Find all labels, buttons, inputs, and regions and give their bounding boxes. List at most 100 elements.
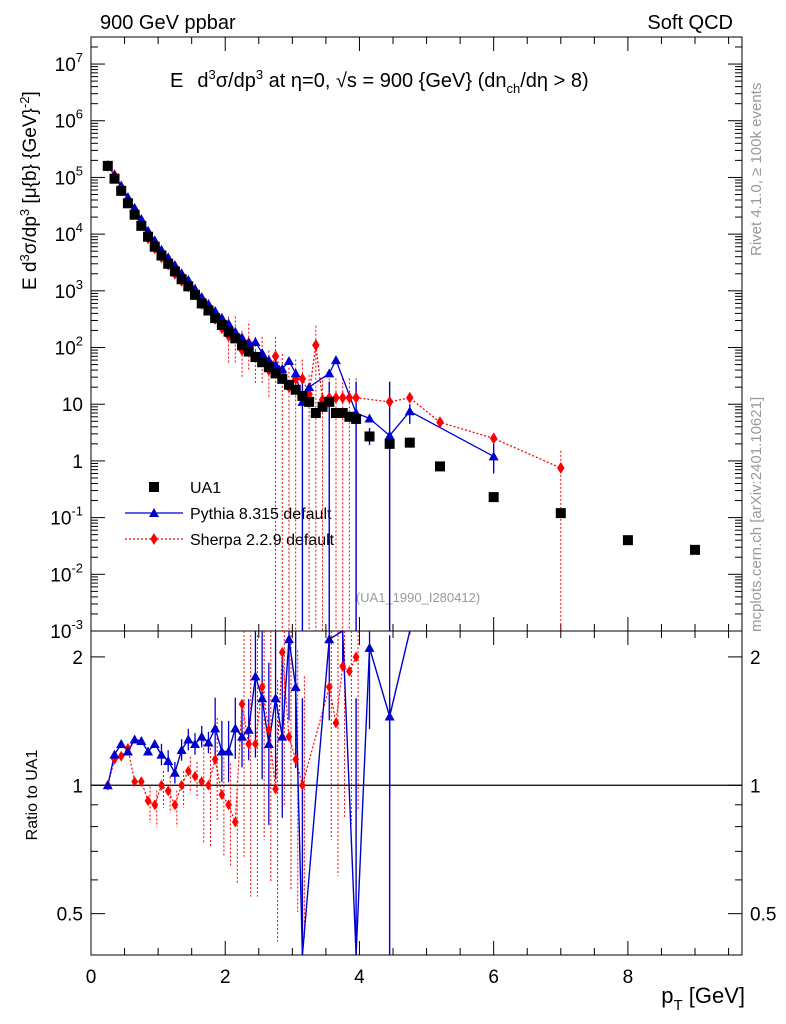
ua1-data-point [129,209,140,220]
x-axis-label: pT [GeV] [661,983,745,1014]
sherpa-ratio-point [332,717,340,729]
ua1-data-point [169,266,180,277]
ua1-data-point [297,390,308,401]
title-energy: s = 900 {GeV} (dn [347,70,507,92]
ua1-data-point [230,333,241,344]
pythia-ratio-point [250,671,261,681]
y-tick-label-main: 103 [55,277,83,303]
pythia-point [330,355,341,365]
ua1-data-point [136,220,147,231]
pythia-point [384,430,395,440]
y-tick-label-main: 10-1 [50,504,83,530]
sherpa-point [489,432,498,445]
sherpa-point [406,391,414,404]
title-exp: 3 [208,67,215,82]
pythia-ratio-point [149,738,160,748]
sherpa-point [298,372,307,385]
sherpa-point [557,461,565,474]
sherpa-point [345,391,354,404]
pythia-point [290,368,301,378]
y-tick-label-main: 10 [62,395,83,416]
pythia-ratio-point [122,746,133,756]
sherpa-ratio-point [238,698,246,710]
header-left: 900 GeV ppbar [100,12,236,34]
y-tick-label-main: 104 [55,220,83,246]
pythia-ratio-point [176,744,187,754]
sherpa-ratio-line [107,652,357,823]
sherpa-ratio-point [191,770,199,782]
main-ylabel: E d3σ/dp3 [μ{b} {GeV}-2] [17,91,41,290]
y-tick-label-ratio-right: 1 [750,776,761,797]
sherpa-ratio-point [171,799,179,811]
pythia-ratio-point [183,734,194,744]
title-sigma: σ/dp [216,70,256,92]
title-exp2: 3 [256,67,263,82]
title-lhs: E [170,70,183,92]
ua1-data-point [216,319,227,330]
rivet-version-label: Rivet 4.1.0, ≥ 100k events [748,83,765,256]
pythia-point [250,337,261,347]
ua1-data-point [324,396,335,407]
ua1-data-point [183,281,194,292]
sherpa-ratio-point [184,765,192,777]
sherpa-ratio-point [131,776,138,788]
sherpa-point [271,350,280,363]
ua1-data-point [263,362,274,373]
y-tick-label-main: 106 [55,107,83,133]
y-tick-label-main: 102 [55,334,83,360]
pythia-ratio-point [203,737,214,747]
title-sqrt: √ [336,70,347,92]
y-tick-label-main: 105 [55,163,83,189]
source-label: mcplots.cern.ch [arXiv:2401.10621] [748,397,765,632]
ua1-data-point [434,461,445,472]
ylabel-c: [μ{b} {GeV} [20,108,41,209]
ua1-data-point [237,340,248,351]
ua1-data-point [109,173,120,184]
sherpa-ratio-point [198,776,206,788]
ua1-data-point [488,492,499,503]
legend-marker-pythia [149,508,159,517]
y-tick-label-ratio: 2 [72,648,83,669]
ratio-ylabel: Ratio to UA1 [24,750,41,841]
sherpa-ratio-point [178,779,185,791]
pythia-line [107,165,494,457]
pythia-ratio-point [290,681,301,691]
ylabel-b: σ/dp [20,216,41,254]
ua1-data-point [622,535,633,546]
sherpa-point [338,391,347,404]
legend-marker-sherpa [150,533,158,545]
pythia-ratio-point [257,693,268,703]
y-tick-label-main: 10-2 [50,560,83,586]
pythia-ratio-point [210,723,221,733]
y-tick-label-main: 10-3 [50,617,83,643]
pythia-point [324,368,335,378]
pythia-ratio-point [109,749,120,759]
sherpa-ratio-point [231,816,239,828]
sherpa-ratio-point [164,785,172,797]
ua1-data-point [176,274,187,285]
ua1-data-point [122,198,133,209]
ua1-data-point [690,544,701,555]
sherpa-ratio-point [325,681,333,693]
pythia-ratio-point [384,711,395,721]
x-tick-label: 8 [623,967,634,988]
ua1-data-point [250,352,261,363]
ua1-data-point [163,258,174,269]
sherpa-ratio-point [151,799,159,811]
ua1-data-point [330,408,341,419]
ua1-data-point [344,411,355,422]
sherpa-ratio-point [352,651,360,663]
pythia-ratio-point [102,780,113,790]
title-d: d [197,70,208,92]
ua1-data-point [203,305,214,316]
pythia-point [364,413,375,423]
sherpa-ratio-point [258,681,266,693]
ua1-data-point [555,508,566,519]
ua1-data-point [196,298,207,309]
ua1-data-point [283,379,294,390]
pythia-ratio-point [129,734,140,744]
pythia-point [283,355,294,365]
y-tick-label-ratio-right: 0.5 [750,905,776,926]
